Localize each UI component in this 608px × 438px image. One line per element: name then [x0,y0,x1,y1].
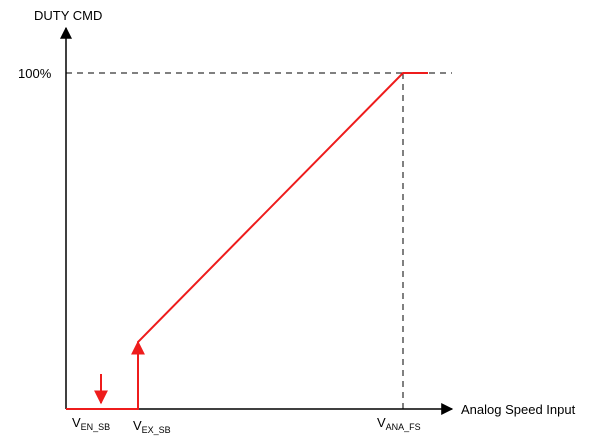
v-ex-sb-label: VEX_SB [133,418,171,435]
v-ex-sb-main: V [133,418,142,433]
v-en-sb-main: V [72,415,81,430]
y-axis-label: DUTY CMD [34,8,102,23]
v-ana-fs-main: V [377,415,386,430]
v-ana-fs-label: VANA_FS [377,415,421,432]
duty-curve [66,72,428,410]
y-tick-100-label: 100% [18,66,52,81]
v-ex-sb-sub: EX_SB [142,425,171,435]
v-en-sb-label: VEN_SB [72,415,110,432]
v-ana-fs-sub: ANA_FS [386,422,421,432]
x-axis-label: Analog Speed Input [461,402,576,417]
v-en-sb-sub: EN_SB [81,422,111,432]
